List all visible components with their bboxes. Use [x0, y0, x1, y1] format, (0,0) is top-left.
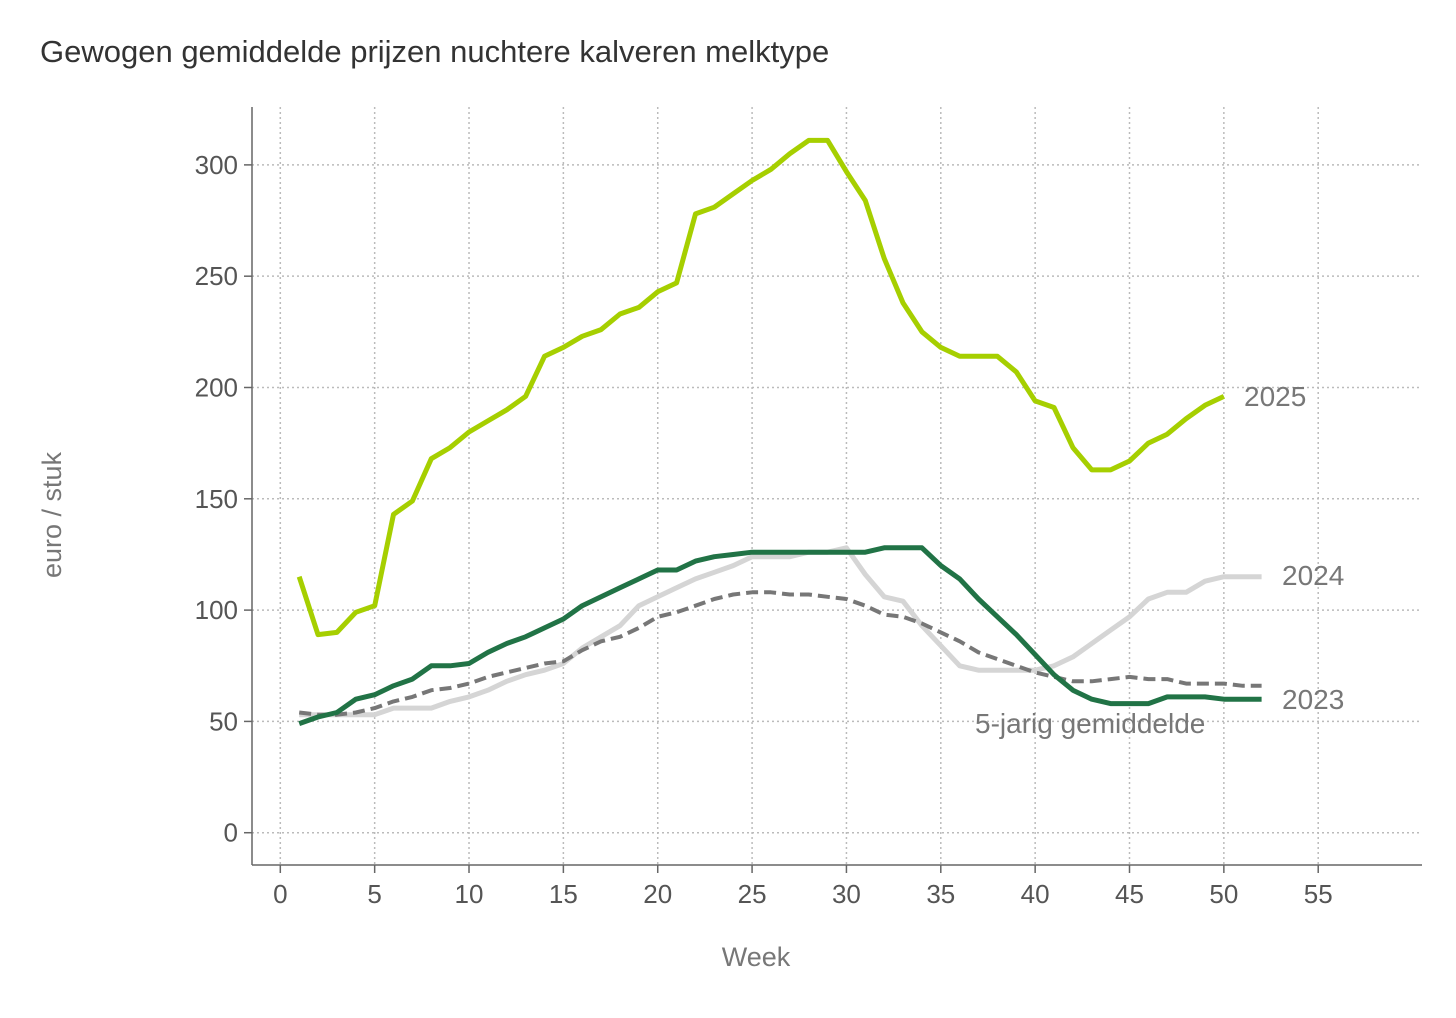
chart-title: Gewogen gemiddelde prijzen nuchtere kalv… [40, 34, 830, 69]
series-label-5yr-average: 5-jarig gemiddelde [975, 708, 1205, 739]
y-axis-label: euro / stuk [37, 451, 67, 578]
x-tick-label: 15 [549, 879, 578, 909]
x-tick-label: 35 [926, 879, 955, 909]
x-tick-label: 40 [1021, 879, 1050, 909]
series-line-2025 [296, 137, 1225, 638]
series-label-2025: 2025 [1244, 381, 1306, 412]
axes [244, 107, 1422, 873]
x-tick-label: 0 [273, 879, 287, 909]
series-label-2023: 2023 [1282, 684, 1344, 715]
x-tick-label: 25 [738, 879, 767, 909]
series-label-2024: 2024 [1282, 560, 1344, 591]
y-tick-label: 300 [195, 150, 238, 180]
x-tick-label: 50 [1209, 879, 1238, 909]
y-tick-label: 100 [195, 595, 238, 625]
x-tick-label: 55 [1304, 879, 1333, 909]
x-axis-label: Week [722, 942, 791, 972]
y-tick-label: 50 [209, 706, 238, 736]
x-tick-label: 45 [1115, 879, 1144, 909]
series-line-5-jarig-gemiddelde [298, 590, 1262, 717]
y-tick-label: 0 [224, 818, 238, 848]
series-line-2024 [299, 545, 1262, 718]
grid [252, 107, 1422, 865]
x-tick-label: 5 [367, 879, 381, 909]
y-tick-label: 200 [195, 372, 238, 402]
x-tick-label: 20 [643, 879, 672, 909]
y-tick-label: 150 [195, 484, 238, 514]
y-tick-label: 250 [195, 261, 238, 291]
series-lines [296, 137, 1262, 726]
series-line-2023 [298, 545, 1262, 726]
x-tick-label: 10 [455, 879, 484, 909]
x-tick-label: 30 [832, 879, 861, 909]
